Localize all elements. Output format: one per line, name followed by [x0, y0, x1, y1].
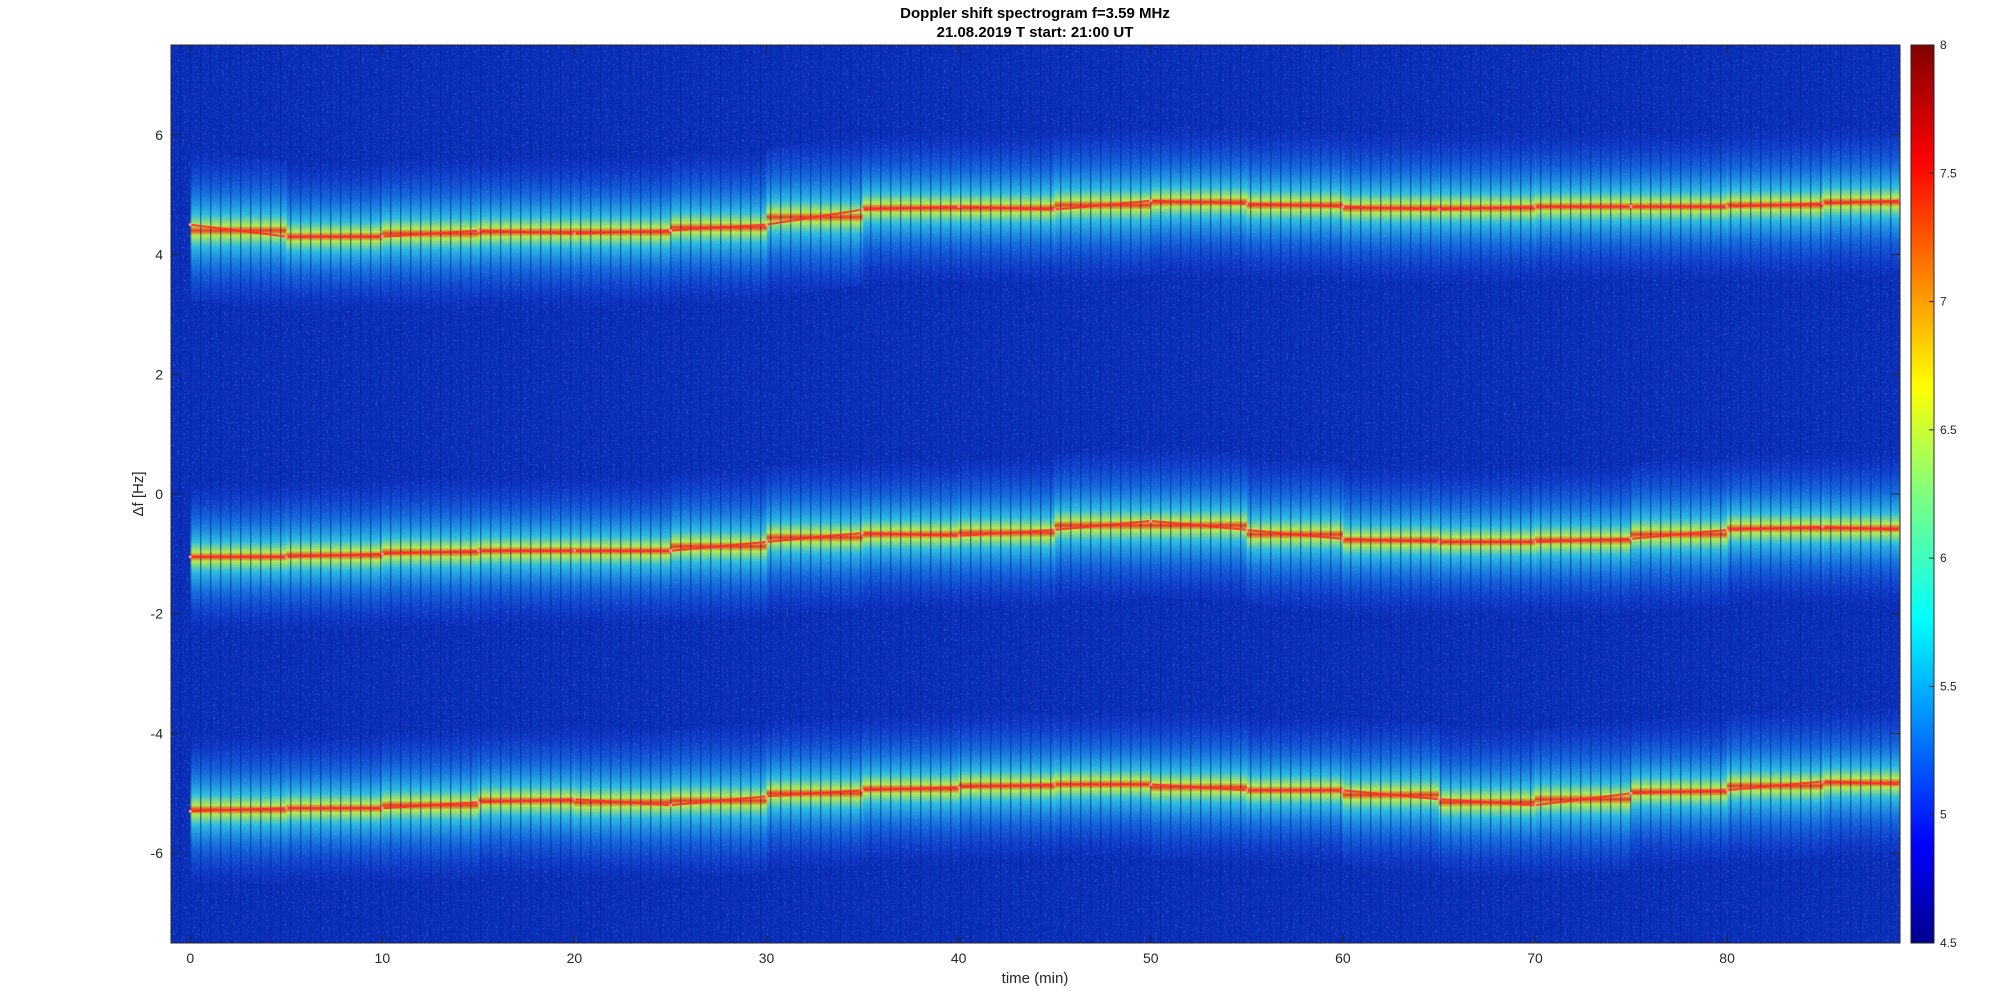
doppler-trace-point [1341, 788, 1345, 792]
doppler-trace-point [476, 549, 480, 553]
doppler-trace-point [1821, 779, 1825, 783]
colorbar-tick-label: 6 [1940, 551, 1947, 565]
doppler-trace-point [1629, 791, 1633, 795]
doppler-trace-point [284, 235, 288, 239]
doppler-trace-point [188, 809, 192, 813]
doppler-trace-point [861, 788, 865, 792]
colorbar-tick-label: 5 [1940, 808, 1947, 822]
colorbar-tick-label: 7 [1940, 295, 1947, 309]
doppler-trace-point [1149, 199, 1153, 203]
colorbar-tick-label: 4.5 [1940, 936, 1957, 950]
doppler-trace-point [1149, 782, 1153, 786]
doppler-trace-point [380, 806, 384, 810]
doppler-trace-point [1053, 782, 1057, 786]
doppler-trace-point [1725, 528, 1729, 532]
doppler-trace-point [668, 803, 672, 807]
colorbar-tick-label: 5.5 [1940, 679, 1957, 693]
doppler-trace-point [957, 205, 961, 209]
doppler-trace-point [284, 555, 288, 559]
doppler-trace-point [861, 208, 865, 212]
doppler-trace-point [957, 785, 961, 789]
x-tick-label: 30 [759, 950, 775, 966]
colorbar-gradient [1910, 44, 1935, 944]
doppler-trace-point [1341, 205, 1345, 209]
doppler-trace-point [668, 549, 672, 553]
x-tick-label: 80 [1719, 950, 1735, 966]
doppler-trace-point [1629, 537, 1633, 541]
doppler-trace-point [1245, 528, 1249, 532]
doppler-trace-point [861, 531, 865, 535]
doppler-trace-point [765, 794, 769, 798]
plot-area [171, 45, 1900, 943]
y-axis-label: Δf [Hz] [130, 471, 147, 516]
doppler-trace-point [476, 800, 480, 804]
y-tick-label: 6 [155, 127, 163, 143]
doppler-trace-point [1053, 208, 1057, 212]
x-axis-label: time (min) [1002, 970, 1069, 987]
doppler-trace-point [1437, 797, 1441, 801]
doppler-trace-point [1437, 540, 1441, 544]
x-tick-label: 10 [375, 950, 391, 966]
vertical-stripe-texture [171, 45, 1900, 943]
doppler-trace-point [1053, 528, 1057, 532]
doppler-trace-point [1245, 202, 1249, 206]
doppler-trace-point [1821, 202, 1825, 206]
colorbar-tick-label: 7.5 [1940, 166, 1957, 180]
chart-subtitle: 21.08.2019 T start: 21:00 UT [937, 24, 1134, 41]
doppler-trace-point [1821, 525, 1825, 529]
doppler-trace-point [572, 549, 576, 553]
x-tick-label: 60 [1335, 950, 1351, 966]
y-tick-label: 4 [155, 247, 163, 263]
doppler-trace-point [188, 223, 192, 227]
doppler-trace-point [1629, 205, 1633, 209]
doppler-trace-point [572, 232, 576, 236]
colorbar-tick-label: 8 [1940, 38, 1947, 52]
colorbar: 4.5 5 5.5 6 6.5 7 7.5 8 [1910, 38, 1957, 950]
doppler-trace-point [380, 235, 384, 239]
x-tick-label: 70 [1527, 950, 1543, 966]
doppler-trace-point [1725, 205, 1729, 209]
doppler-trace-point [1533, 205, 1537, 209]
doppler-trace-point [765, 223, 769, 227]
x-tick-label: 50 [1143, 950, 1159, 966]
x-tick-label: 0 [186, 950, 194, 966]
doppler-trace-point [1341, 537, 1345, 541]
doppler-trace-point [1245, 788, 1249, 792]
doppler-trace-point [1533, 540, 1537, 544]
colorbar-ticks: 4.5 5 5.5 6 6.5 7 7.5 8 [1929, 38, 1957, 950]
y-tick-label: 0 [155, 486, 163, 502]
doppler-trace-point [668, 229, 672, 233]
x-tick-label: 40 [951, 950, 967, 966]
x-axis-ticks: 0 10 20 30 40 50 60 70 80 [186, 45, 1735, 966]
doppler-trace-point [1533, 803, 1537, 807]
chart-title: Doppler shift spectrogram f=3.59 MHz [900, 5, 1170, 22]
x-tick-label: 20 [567, 950, 583, 966]
y-tick-label: -6 [151, 845, 164, 861]
doppler-trace-point [572, 797, 576, 801]
doppler-trace-point [188, 555, 192, 559]
doppler-trace-point [765, 540, 769, 544]
doppler-traces [188, 199, 1900, 813]
doppler-trace-point [380, 552, 384, 556]
y-tick-label: 2 [155, 366, 163, 382]
y-axis-ticks: -6 -4 -2 0 2 4 6 [151, 127, 1900, 861]
doppler-trace-point [284, 806, 288, 810]
doppler-trace-point [1437, 208, 1441, 212]
y-tick-label: -4 [151, 725, 164, 741]
doppler-trace-point [1725, 788, 1729, 792]
colorbar-tick-label: 6.5 [1940, 423, 1957, 437]
doppler-trace-point [1149, 519, 1153, 523]
doppler-trace-point [957, 534, 961, 538]
doppler-trace-point [476, 229, 480, 233]
y-tick-label: -2 [151, 606, 164, 622]
